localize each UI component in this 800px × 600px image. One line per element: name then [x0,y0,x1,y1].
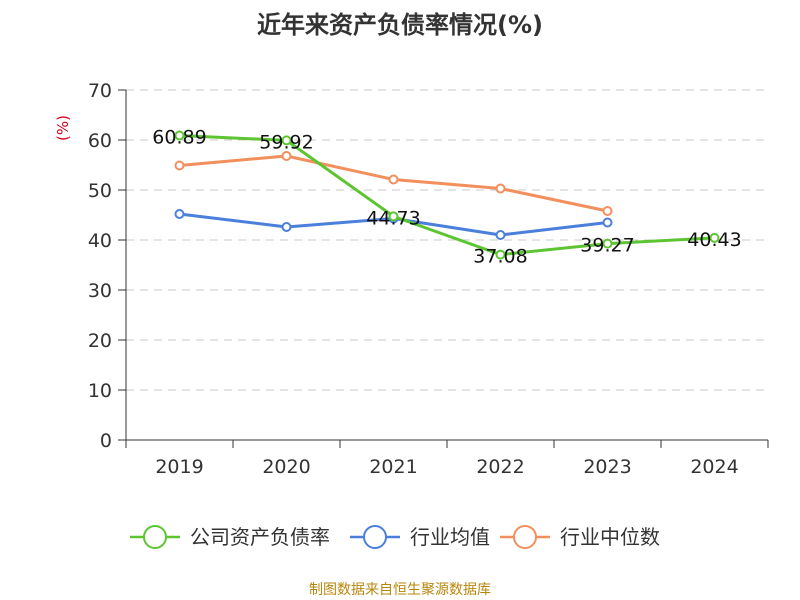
data-point [495,230,506,240]
y-tick-label: 40 [88,230,112,252]
data-point [495,183,506,194]
data-point [602,238,613,249]
legend-label: 行业均值 [410,525,490,549]
y-tick-label: 60 [88,130,112,152]
data-point [388,174,399,185]
x-tick-label: 2022 [476,456,524,478]
x-tick-label: 2020 [262,456,310,478]
y-axis-unit: (%) [54,115,72,141]
data-point [174,209,185,219]
data-point [602,206,613,216]
data-label: 40.43 [687,229,741,251]
x-tick-label: 2021 [369,456,417,478]
data-label: 37.08 [473,246,527,268]
y-tick-label: 0 [100,430,112,452]
data-point [388,211,399,222]
data-point [709,232,720,243]
legend-label: 公司资产负债率 [190,525,330,549]
y-tick-label: 70 [88,80,112,102]
legend: 公司资产负债率 行业均值 行业中位数 [130,525,660,549]
data-source-note: 制图数据来自恒生聚源数据库 [309,582,491,598]
y-tick-label: 50 [88,180,112,202]
chart-title: 近年来资产负债率情况(%) [257,11,543,39]
data-point [281,135,292,146]
y-tick-label: 10 [88,380,112,402]
data-label: 60.89 [152,127,206,149]
legend-marker [513,525,537,549]
data-label: 44.73 [366,207,420,229]
axes: 0 10 20 30 40 50 60 70 2019 2020 2021 2022 2023 2024 [88,80,769,478]
y-tick-label: 20 [88,330,112,352]
data-label: 59.92 [259,131,313,153]
series-line [179,134,715,257]
series-lines [174,130,720,260]
data-point [281,222,292,232]
data-point [174,160,185,171]
data-point [174,130,185,141]
data-labels: 60.89 59.92 44.73 37.08 39.27 40.43 [152,127,741,268]
legend-label: 行业中位数 [560,525,660,549]
x-tick-label: 2023 [583,456,631,478]
data-point [281,151,292,161]
data-label: 39.27 [580,235,634,257]
y-tick-label: 30 [88,280,112,302]
x-tick-label: 2019 [155,456,203,478]
x-tick-label: 2024 [690,456,738,478]
data-point [495,249,506,260]
data-point [602,217,613,228]
legend-marker [143,525,167,549]
legend-marker [363,525,387,549]
